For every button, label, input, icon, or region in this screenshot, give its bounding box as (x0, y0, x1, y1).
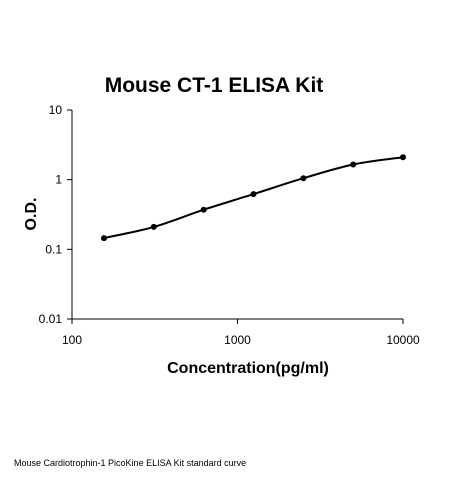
data-point (200, 206, 207, 213)
axes (71, 110, 403, 320)
x-tick-label: 100 (62, 333, 82, 347)
y-tick-label: 0.01 (39, 312, 63, 326)
standard-curve-line (103, 156, 404, 240)
data-point (400, 154, 406, 161)
y-tick-label: 1 (55, 173, 62, 187)
y-axis-label: O.D. (23, 198, 40, 231)
data-point (150, 223, 157, 230)
x-tick-label: 1000 (224, 333, 251, 347)
data-point (250, 191, 257, 198)
data-point (300, 175, 307, 182)
data-point (350, 161, 357, 168)
y-tick-label: 10 (49, 103, 63, 117)
y-axis-ticks: 10 1 0.1 0.01 (39, 103, 72, 326)
x-axis-ticks: 100 1000 10000 (62, 319, 420, 347)
y-tick-label: 0.1 (45, 242, 62, 256)
x-tick-label: 10000 (386, 333, 420, 347)
data-points (101, 154, 406, 242)
x-axis-label: Concentration(pg/ml) (167, 360, 329, 377)
chart-title: Mouse CT-1 ELISA Kit (105, 74, 324, 97)
data-point (101, 235, 107, 242)
figure-caption: Mouse Cardiotrophin-1 PicoKine ELISA Kit… (14, 458, 247, 468)
